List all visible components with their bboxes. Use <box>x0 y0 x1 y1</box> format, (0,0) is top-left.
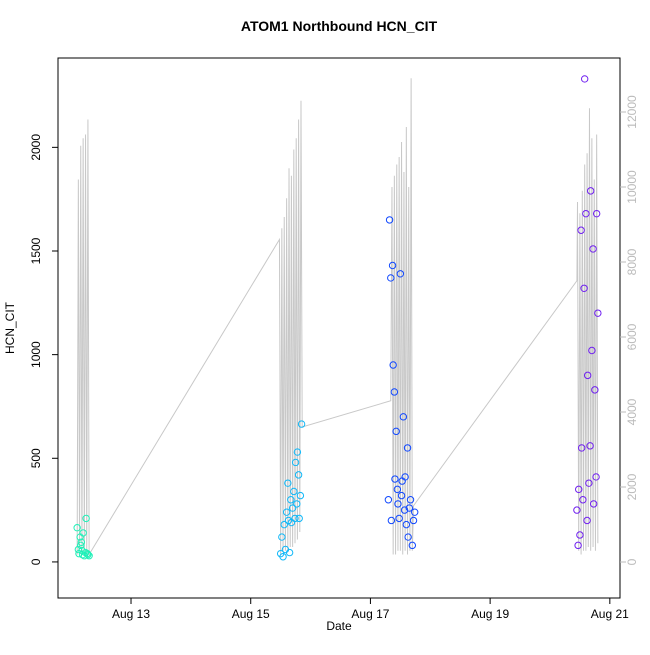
point <box>575 485 583 494</box>
point <box>73 524 81 532</box>
chart-title: ATOM1 Northbound HCN_CIT <box>241 18 438 34</box>
point <box>392 427 400 436</box>
point <box>579 496 587 504</box>
point <box>291 458 300 467</box>
point <box>294 471 303 479</box>
y2-tick-label: 0 <box>625 558 639 565</box>
y-tick-label: 1500 <box>29 237 43 264</box>
point <box>401 473 409 481</box>
x-tick-label: Aug 15 <box>232 607 270 621</box>
point <box>291 514 299 523</box>
y2-tick-label: 8000 <box>625 248 639 275</box>
point <box>577 226 585 234</box>
point <box>388 261 397 270</box>
point <box>400 506 409 514</box>
point <box>297 420 306 428</box>
point <box>574 541 582 550</box>
y2-tick-label: 4000 <box>625 398 639 425</box>
point <box>288 504 297 512</box>
point <box>406 496 415 504</box>
point <box>387 274 395 282</box>
x-tick-label: Aug 19 <box>471 607 509 621</box>
point <box>402 520 411 529</box>
point <box>287 518 296 527</box>
x-tick-label: Aug 13 <box>112 607 150 621</box>
point <box>395 514 403 523</box>
point <box>387 516 396 525</box>
point <box>280 520 288 529</box>
y2-tick-label: 10000 <box>625 170 639 204</box>
point <box>411 508 419 516</box>
point <box>393 485 402 494</box>
point <box>588 346 596 355</box>
point <box>85 552 93 560</box>
point <box>586 442 594 450</box>
point <box>293 500 301 508</box>
point <box>583 516 591 525</box>
x-tick-label: Aug 21 <box>591 607 629 621</box>
point <box>592 209 601 218</box>
point <box>409 516 418 525</box>
point <box>84 550 92 559</box>
point <box>285 548 294 557</box>
point <box>591 386 599 394</box>
point <box>77 541 85 550</box>
point <box>290 487 298 496</box>
point <box>586 187 595 195</box>
point <box>594 309 602 317</box>
point <box>573 506 581 514</box>
point <box>589 245 597 253</box>
point <box>580 75 589 83</box>
y2-tick-label: 12000 <box>625 95 639 129</box>
y-axis-label: HCN_CIT <box>3 301 17 354</box>
point <box>282 508 291 516</box>
point <box>390 388 399 396</box>
point <box>585 479 593 487</box>
y-tick-label: 1000 <box>29 341 43 368</box>
point <box>384 496 393 504</box>
point <box>391 475 399 483</box>
point <box>278 533 286 541</box>
point <box>408 541 417 550</box>
point <box>293 448 302 456</box>
point <box>74 545 83 554</box>
point <box>397 491 406 500</box>
y-tick-label: 500 <box>29 448 43 468</box>
point <box>287 496 295 504</box>
point <box>284 479 292 487</box>
point <box>394 500 402 508</box>
point <box>582 209 590 218</box>
point <box>396 270 405 278</box>
point <box>82 514 90 523</box>
point <box>583 371 592 380</box>
plot-frame <box>57 57 621 599</box>
point <box>592 473 600 481</box>
y-tick-label: 2000 <box>29 134 43 161</box>
point <box>279 553 287 561</box>
point <box>403 444 412 452</box>
point <box>385 216 394 224</box>
point <box>580 284 588 293</box>
y2-tick-label: 2000 <box>625 473 639 500</box>
point <box>79 529 87 537</box>
point <box>576 531 584 539</box>
y-tick-label: 0 <box>29 558 43 565</box>
point <box>404 533 412 541</box>
point <box>589 500 598 508</box>
point <box>295 514 303 523</box>
point <box>77 538 86 546</box>
point <box>296 491 305 500</box>
point <box>405 504 414 512</box>
point <box>577 444 586 452</box>
y2-tick-label: 6000 <box>625 323 639 350</box>
y2-line <box>76 78 599 557</box>
x-axis-label: Date <box>326 619 352 633</box>
point <box>399 413 408 421</box>
x-tick-label: Aug 17 <box>351 607 389 621</box>
point <box>389 361 397 369</box>
